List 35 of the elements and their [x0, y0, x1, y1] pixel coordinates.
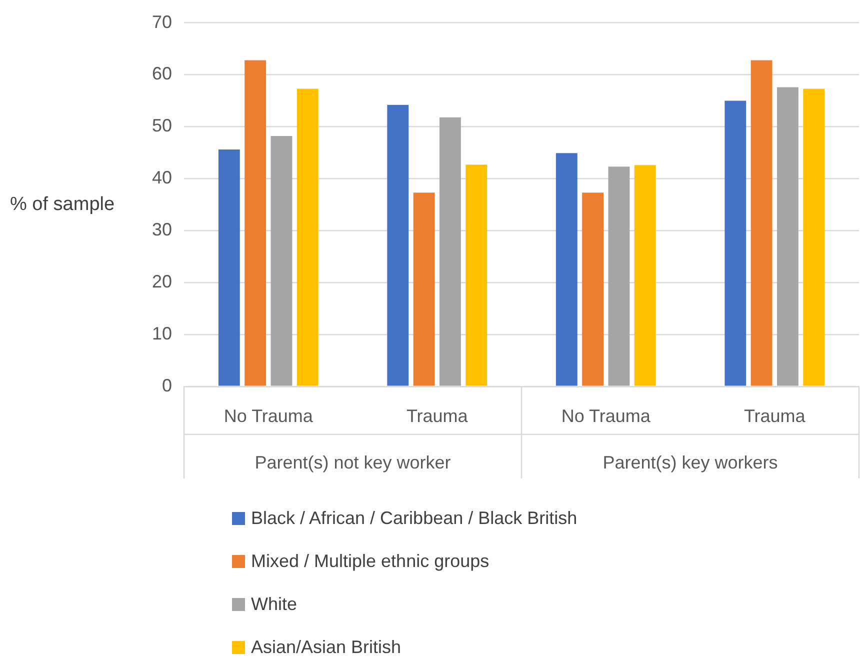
- y-tick-label: 10: [152, 323, 172, 344]
- bar: [556, 153, 578, 386]
- y-tick-label: 20: [152, 271, 172, 292]
- bar: [634, 165, 656, 386]
- bar: [218, 150, 240, 386]
- x-tick-label: No Trauma: [561, 406, 652, 426]
- x-tick-label: Trauma: [406, 406, 469, 426]
- bar: [296, 88, 318, 386]
- x-tick-label: Trauma: [744, 406, 806, 426]
- bar: [608, 166, 630, 386]
- bar: [724, 100, 746, 386]
- bar: [466, 164, 488, 386]
- bar: [439, 117, 461, 386]
- bar: [750, 60, 772, 386]
- legend-label: Black / African / Caribbean / Black British: [251, 508, 578, 529]
- y-tick-label: 0: [162, 375, 172, 396]
- x-tick-label: No Trauma: [224, 406, 314, 426]
- bar: [413, 192, 435, 386]
- bar: [776, 87, 798, 386]
- bar: [582, 192, 604, 386]
- y-tick-label: 60: [152, 64, 172, 84]
- y-tick-label: 50: [152, 116, 172, 136]
- legend-label: Mixed / Multiple ethnic groups: [251, 551, 490, 572]
- text: Parent(s) key workers: [602, 452, 778, 472]
- bar: [387, 104, 409, 386]
- y-tick-label: 40: [152, 168, 172, 188]
- y-tick-label: 30: [152, 220, 172, 240]
- legend-label: White: [251, 594, 298, 615]
- bar: [270, 136, 292, 386]
- y-axis-title: % of sample: [10, 194, 115, 215]
- y-tick-label: 70: [152, 12, 172, 32]
- legend-label: Asian/Asian British: [251, 637, 402, 658]
- bar: [803, 88, 825, 386]
- text: Parent(s) not key worker: [254, 452, 451, 472]
- bar: [244, 60, 266, 386]
